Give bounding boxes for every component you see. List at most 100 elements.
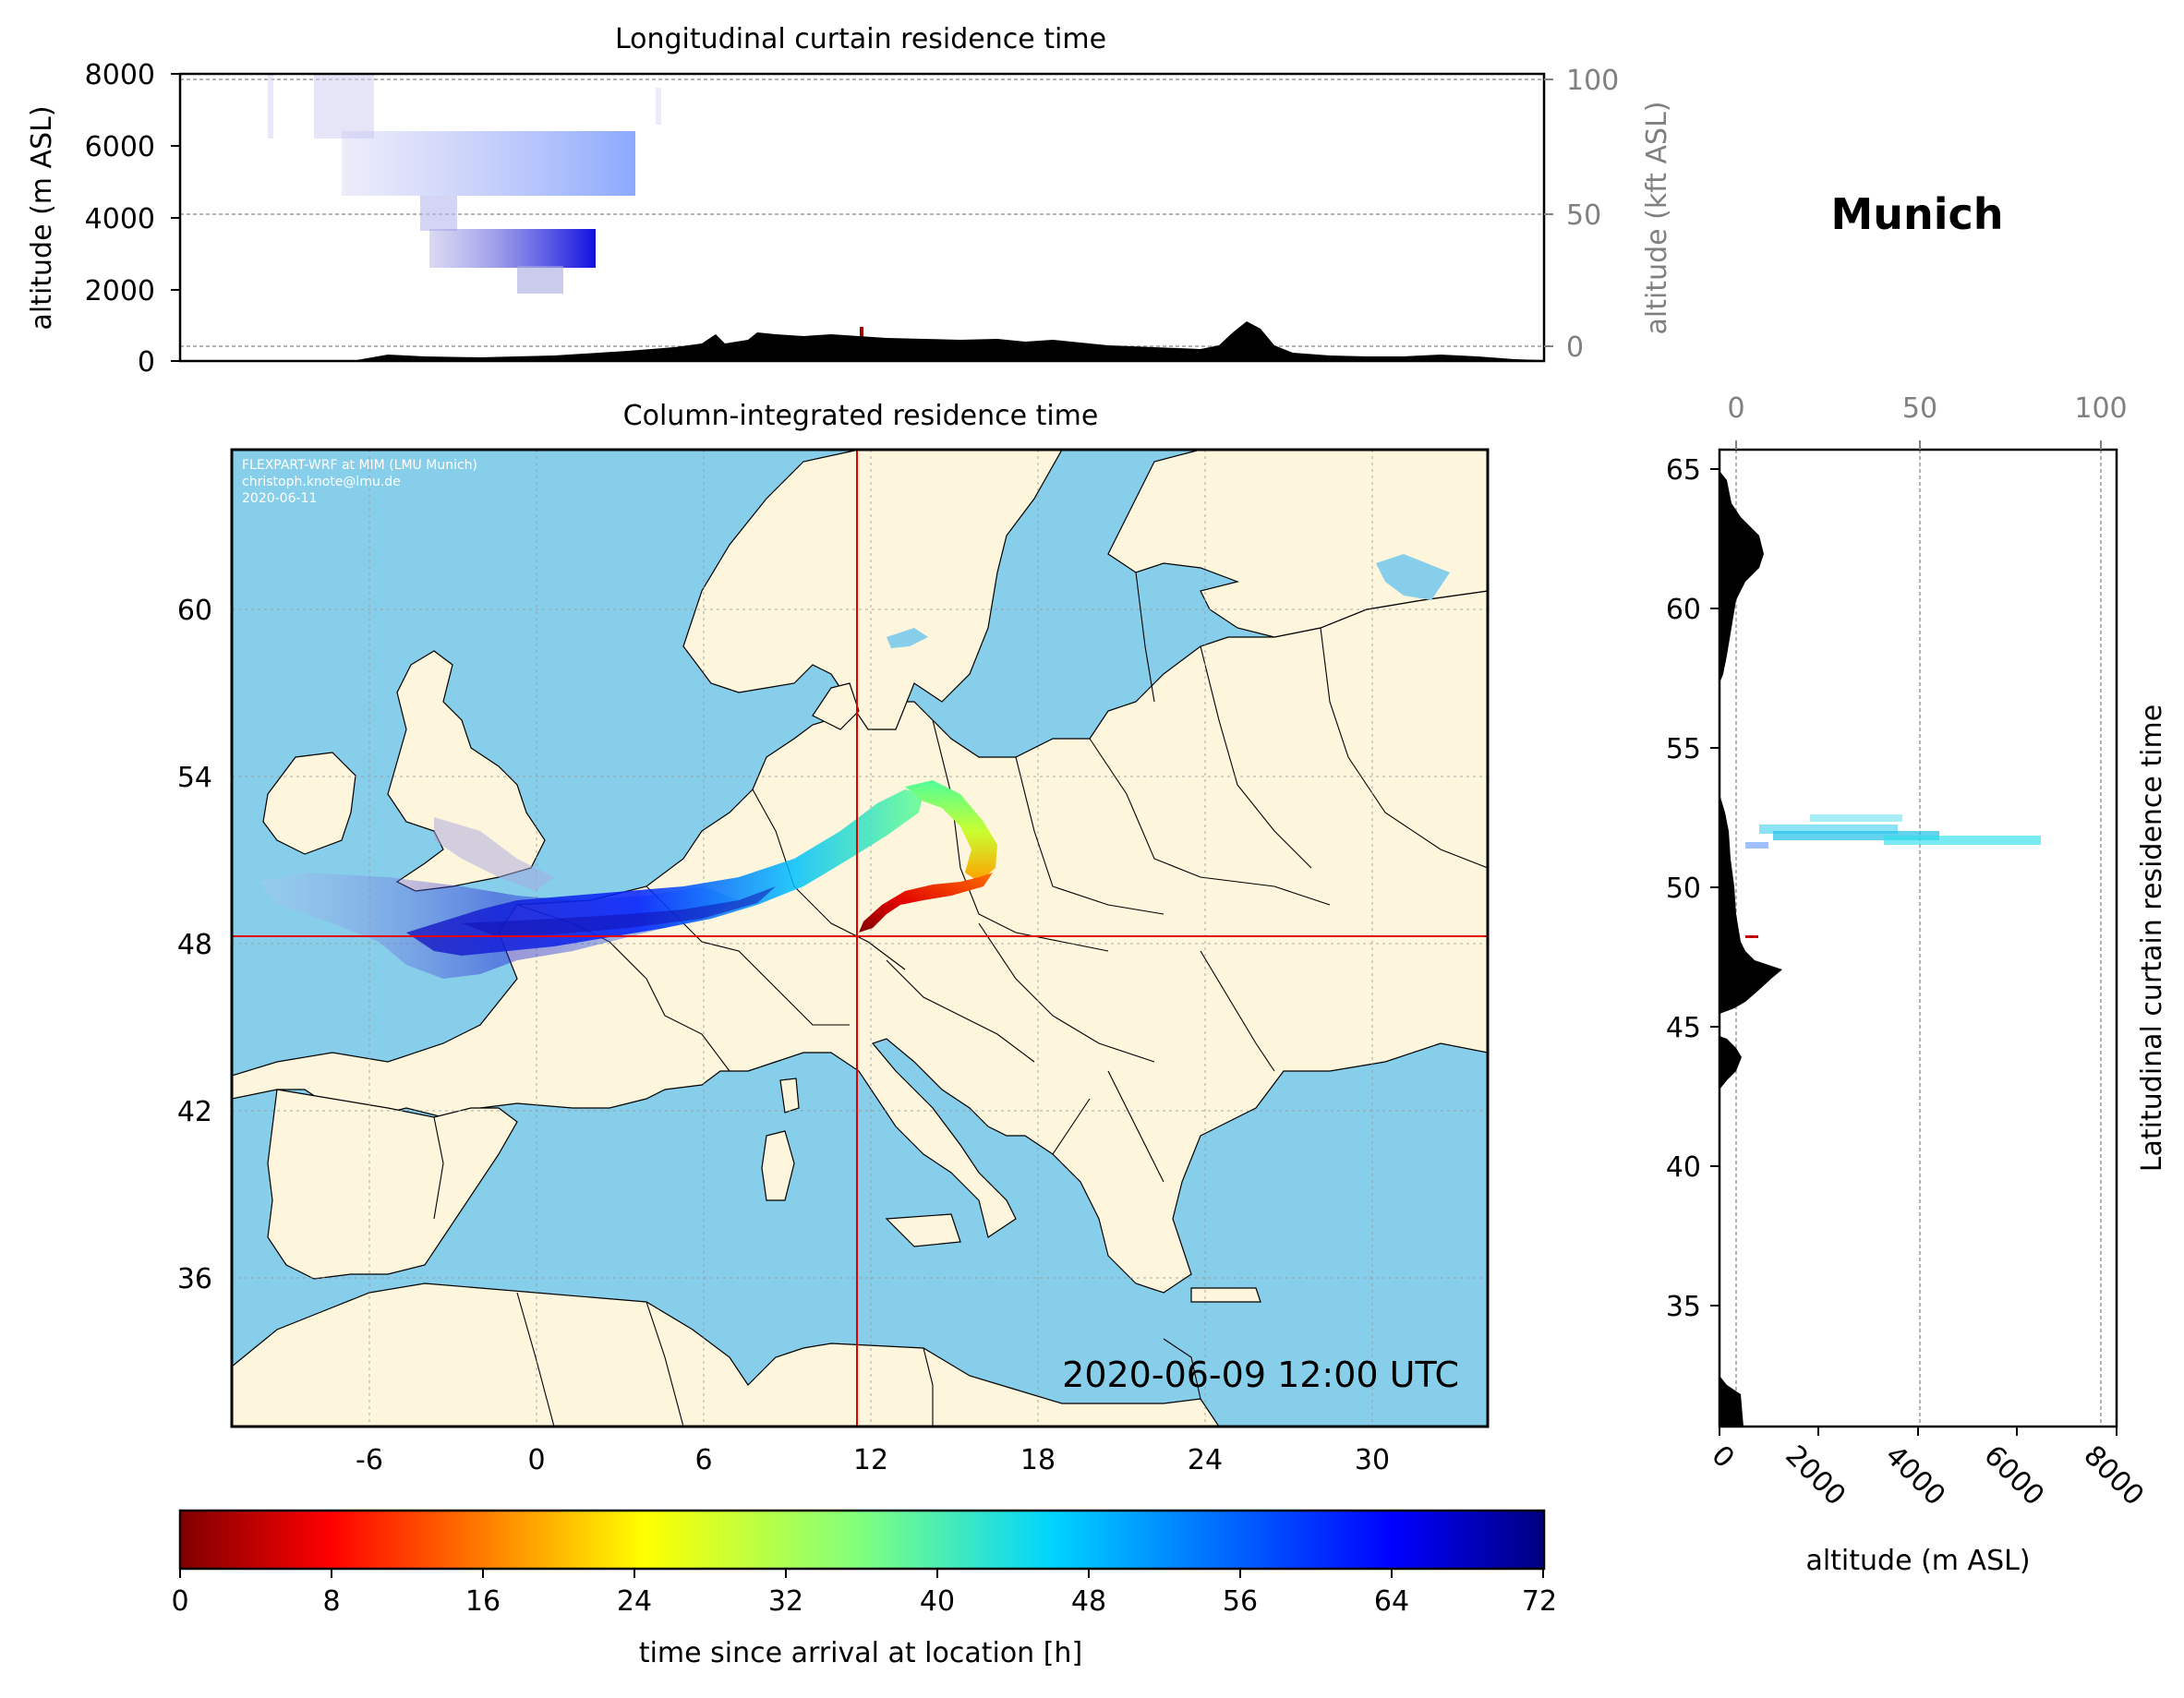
italy-islands-sardinia	[761, 1130, 795, 1201]
top-left-axis: 0 2000 4000 6000 8000	[85, 59, 180, 379]
latitudinal-curtain-panel: 65 60 55 50 45 40 35 0 50 100 0 2000 400…	[1666, 392, 2168, 1577]
right-bottom-tick-label: 6000	[1977, 1439, 2050, 1512]
denmark	[812, 682, 860, 730]
right-bottom-tick-label: 8000	[2077, 1439, 2150, 1512]
right-bottom-axis-label: altitude (m ASL)	[1805, 1545, 2030, 1577]
plume-dark-band	[462, 886, 776, 937]
right-terrain-profile	[1719, 471, 1764, 683]
right-lat-tick-label: 50	[1666, 873, 1701, 905]
ireland	[262, 752, 356, 855]
plume-faint-arm	[434, 817, 554, 891]
right-residence-layer	[1745, 842, 1768, 849]
colorbar-label: time since arrival at location [h]	[639, 1637, 1082, 1669]
right-bottom-tick-label: 0	[1705, 1439, 1740, 1475]
top-right-tick-label: 50	[1566, 199, 1601, 232]
colorbar-tick-label: 40	[920, 1585, 955, 1618]
lat-tick-label: 54	[177, 762, 212, 794]
lon-tick-label: 24	[1188, 1444, 1223, 1476]
top-panel-plot	[180, 74, 1544, 361]
right-lat-tick-label: 55	[1666, 733, 1701, 765]
lat-tick-label: 36	[177, 1263, 212, 1295]
lat-tick-label: 42	[177, 1096, 212, 1128]
top-left-tick-label: 4000	[85, 203, 155, 235]
right-lat-tick-label: 35	[1666, 1291, 1701, 1323]
top-residence-layer-lower	[429, 229, 596, 268]
top-left-tick-label: 6000	[85, 131, 155, 163]
right-lat-tick-label: 40	[1666, 1151, 1701, 1184]
plume-tail	[859, 873, 993, 933]
right-terrain-profile	[1719, 1376, 1744, 1427]
map-frame	[230, 448, 1490, 1428]
sicily	[885, 1213, 961, 1247]
right-panel-side-label: Latitudinal curtain residence time	[2136, 704, 2168, 1172]
lon-tick-label: -6	[356, 1444, 383, 1476]
top-right-tick-label: 0	[1566, 331, 1584, 364]
top-residence-faint-column	[268, 74, 273, 138]
right-top-tick-label: 0	[1727, 392, 1744, 425]
top-panel-title: Longitudinal curtain residence time	[615, 23, 1106, 55]
map-area: FLEXPART-WRF at MIM (LMU Munich) christo…	[232, 450, 1488, 1427]
colorbar-tick-label: 64	[1374, 1585, 1409, 1618]
lon-tick-label: 30	[1355, 1444, 1390, 1476]
lake-vanern	[887, 628, 928, 648]
colorbar-tick-label: 48	[1071, 1585, 1106, 1618]
top-residence-faint-column	[656, 88, 661, 125]
residence-time-plume	[259, 780, 997, 979]
colorbar-tick-label: 8	[322, 1585, 340, 1618]
map-lat-axis: 60 54 48 42 36	[177, 595, 212, 1295]
plume-core	[406, 789, 923, 956]
crete	[1190, 1287, 1261, 1303]
map-graticule	[232, 450, 1488, 1427]
top-receptor-marker	[860, 327, 863, 340]
continental-europe	[232, 590, 1488, 1294]
british-isles	[387, 650, 546, 892]
lake-ladoga	[1376, 554, 1450, 600]
right-residence-layer	[1884, 836, 2041, 845]
top-terrain-profile	[180, 321, 1544, 361]
lon-tick-label: 12	[853, 1444, 888, 1476]
top-left-tick-label: 0	[138, 346, 155, 379]
map-panel-title: Column-integrated residence time	[623, 400, 1099, 432]
lon-tick-label: 0	[527, 1444, 545, 1476]
right-panel-frame	[1718, 448, 2118, 1428]
top-left-tick-label: 2000	[85, 275, 155, 307]
top-residence-faint-column	[314, 74, 374, 138]
finland-russia	[1107, 450, 1488, 638]
plume-hook	[905, 780, 997, 882]
right-top-tick-label: 50	[1902, 392, 1937, 425]
colorbar-tick-label: 0	[171, 1585, 188, 1618]
lat-tick-label: 60	[177, 595, 212, 627]
map-lon-axis: -6 0 6 12 18 24 30	[356, 1444, 1390, 1476]
right-residence-layer	[1810, 814, 1902, 822]
right-top-tick-label: 100	[2074, 392, 2127, 425]
right-lat-tick-label: 65	[1666, 454, 1701, 487]
map-timestamp: 2020-06-09 12:00 UTC	[1062, 1355, 1459, 1395]
colorbar-tick-label: 24	[617, 1585, 652, 1618]
scandinavia	[682, 450, 1063, 730]
right-lat-tick-label: 45	[1666, 1012, 1701, 1044]
top-residence-layer-middle	[420, 196, 457, 231]
top-right-axis-label: altitude (kft ASL)	[1641, 101, 1673, 334]
colorbar: 0 8 16 24 32 40 48 56 64 72 time since a…	[171, 1509, 1557, 1669]
longitudinal-curtain-panel: Longitudinal curtain residence time 0 20…	[26, 23, 1673, 379]
lon-tick-label: 18	[1020, 1444, 1056, 1476]
right-terrain-profile	[1719, 794, 1782, 1014]
right-terrain-profile	[1719, 1036, 1742, 1090]
top-right-tick-label: 100	[1566, 65, 1619, 97]
colorbar-ticks: 0 8 16 24 32 40 48 56 64 72	[171, 1569, 1557, 1618]
top-panel-frame	[178, 72, 1546, 363]
top-right-axis: 0 50 100	[1544, 65, 1619, 364]
top-residence-layer-upper	[342, 131, 635, 196]
right-receptor-marker	[1745, 935, 1758, 938]
map-credit-line: 2020-06-11	[242, 491, 317, 506]
colorbar-gradient	[178, 1509, 1546, 1571]
right-bottom-tick-label: 2000	[1779, 1439, 1852, 1512]
location-title: Munich	[1830, 189, 2003, 239]
colorbar-tick-label: 32	[768, 1585, 803, 1618]
colorbar-tick-label: 56	[1223, 1585, 1258, 1618]
right-bottom-axis: 0 2000 4000 6000 8000	[1705, 1427, 2150, 1512]
top-left-axis-label: altitude (m ASL)	[26, 105, 58, 330]
right-lat-axis: 65 60 55 50 45 40 35	[1666, 454, 1719, 1323]
right-bottom-tick-label: 4000	[1878, 1439, 1951, 1512]
